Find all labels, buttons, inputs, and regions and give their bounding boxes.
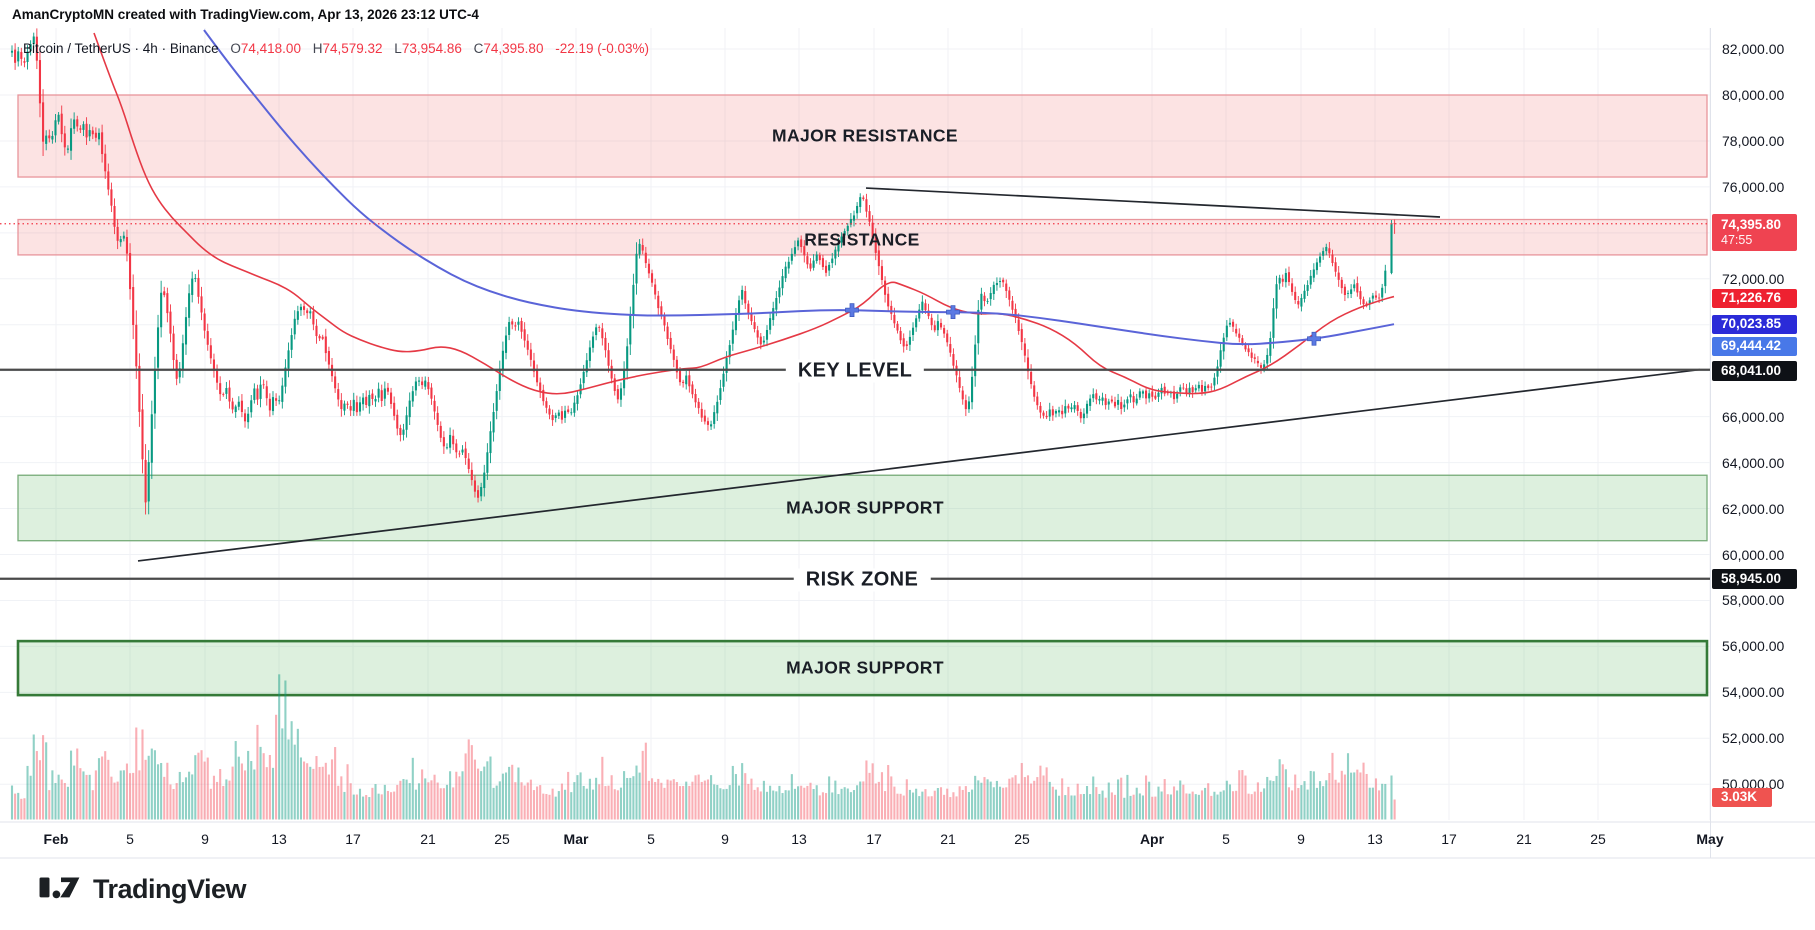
tradingview-logo[interactable]: TradingView xyxy=(38,871,247,907)
time-tick-label: 25 xyxy=(494,831,510,847)
tradingview-logo-text: TradingView xyxy=(93,873,247,904)
price-tick-label: 52,000.00 xyxy=(1722,730,1785,747)
time-tick-label: 17 xyxy=(345,831,361,847)
major-support-2-label: MAJOR SUPPORT xyxy=(786,657,944,678)
open-label: O xyxy=(230,41,241,56)
time-tick-label: 25 xyxy=(1590,831,1606,847)
volume-value-badge: 3.03K xyxy=(1712,788,1772,807)
key-level-label: KEY LEVEL xyxy=(785,359,925,383)
price-tick-label: 64,000.00 xyxy=(1722,454,1785,471)
time-tick-label: 17 xyxy=(1441,831,1457,847)
tradingview-logo-icon xyxy=(39,877,80,899)
high-value: 74,579.32 xyxy=(322,41,383,56)
time-tick-label: 13 xyxy=(791,831,807,847)
time-tick-label: 5 xyxy=(1222,831,1230,847)
time-tick-label: 13 xyxy=(271,831,287,847)
time-tick-label: 17 xyxy=(866,831,882,847)
major-resistance-label: MAJOR RESISTANCE xyxy=(772,125,958,146)
price-tick-label: 72,000.00 xyxy=(1722,270,1785,287)
price-tick-label: 60,000.00 xyxy=(1722,546,1785,563)
time-tick-label: 25 xyxy=(1014,831,1030,847)
price-tick-label: 56,000.00 xyxy=(1722,638,1785,655)
major-support-label: MAJOR SUPPORT xyxy=(786,497,944,518)
time-tick-label: 21 xyxy=(1516,831,1532,847)
symbol-title: Bitcoin / TetherUS · 4h · Binance xyxy=(23,41,219,56)
bar-countdown: 47:55 xyxy=(1721,233,1753,248)
low-value: 73,954.86 xyxy=(401,41,462,56)
time-tick-label: 9 xyxy=(201,831,209,847)
time-tick-label: 21 xyxy=(940,831,956,847)
price-tick-label: 82,000.00 xyxy=(1722,41,1785,58)
price-tick-label: 62,000.00 xyxy=(1722,500,1785,517)
open-value: 74,418.00 xyxy=(240,41,301,56)
close-label: C xyxy=(473,41,484,56)
time-tick-label: Feb xyxy=(43,831,69,847)
price-tick-label: 78,000.00 xyxy=(1722,132,1785,149)
key-level-price-badge: 68,041.00 xyxy=(1712,361,1797,381)
resistance-label: RESISTANCE xyxy=(804,229,920,250)
time-tick-label: 5 xyxy=(126,831,134,847)
indicator-price-badge: 69,444.42 xyxy=(1712,337,1797,356)
time-tick-label: 13 xyxy=(1367,831,1383,847)
time-tick-label: 21 xyxy=(420,831,436,847)
ma-fast-price-badge: 71,226.76 xyxy=(1712,289,1797,308)
time-tick-label: 9 xyxy=(1297,831,1305,847)
time-tick-label: 5 xyxy=(647,831,655,847)
ma-slow-price-badge: 70,023.85 xyxy=(1712,315,1797,334)
price-tick-label: 58,000.00 xyxy=(1722,592,1785,609)
price-tick-label: 76,000.00 xyxy=(1722,178,1785,195)
time-tick-label: Mar xyxy=(563,831,589,847)
time-tick-label: Apr xyxy=(1139,831,1165,847)
price-tick-label: 54,000.00 xyxy=(1722,684,1785,701)
attribution-text: AmanCryptoMN created with TradingView.co… xyxy=(12,7,479,22)
change-value: -22.19 (-0.03%) xyxy=(555,41,650,56)
low-label: L xyxy=(394,41,402,56)
symbol-header[interactable]: Bitcoin / TetherUS · 4h · Binance O74,41… xyxy=(23,41,649,56)
time-tick-label: 9 xyxy=(721,831,729,847)
risk-zone-price-badge: 58,945.00 xyxy=(1712,569,1797,589)
time-axis[interactable]: Feb 5 9 13 17 21 25 Mar 5 9 13 17 21 25 Apr 5 9 13 17 21 25 M… xyxy=(0,822,1726,858)
price-tick-label: 66,000.00 xyxy=(1722,408,1785,425)
high-label: H xyxy=(312,41,323,56)
price-tick-label: 80,000.00 xyxy=(1722,87,1785,103)
current-price-badge: 74,395.80 47:55 xyxy=(1712,214,1797,251)
time-tick-label: May xyxy=(1696,831,1724,847)
close-value: 74,395.80 xyxy=(483,41,544,56)
risk-zone-label: RISK ZONE xyxy=(793,568,931,592)
